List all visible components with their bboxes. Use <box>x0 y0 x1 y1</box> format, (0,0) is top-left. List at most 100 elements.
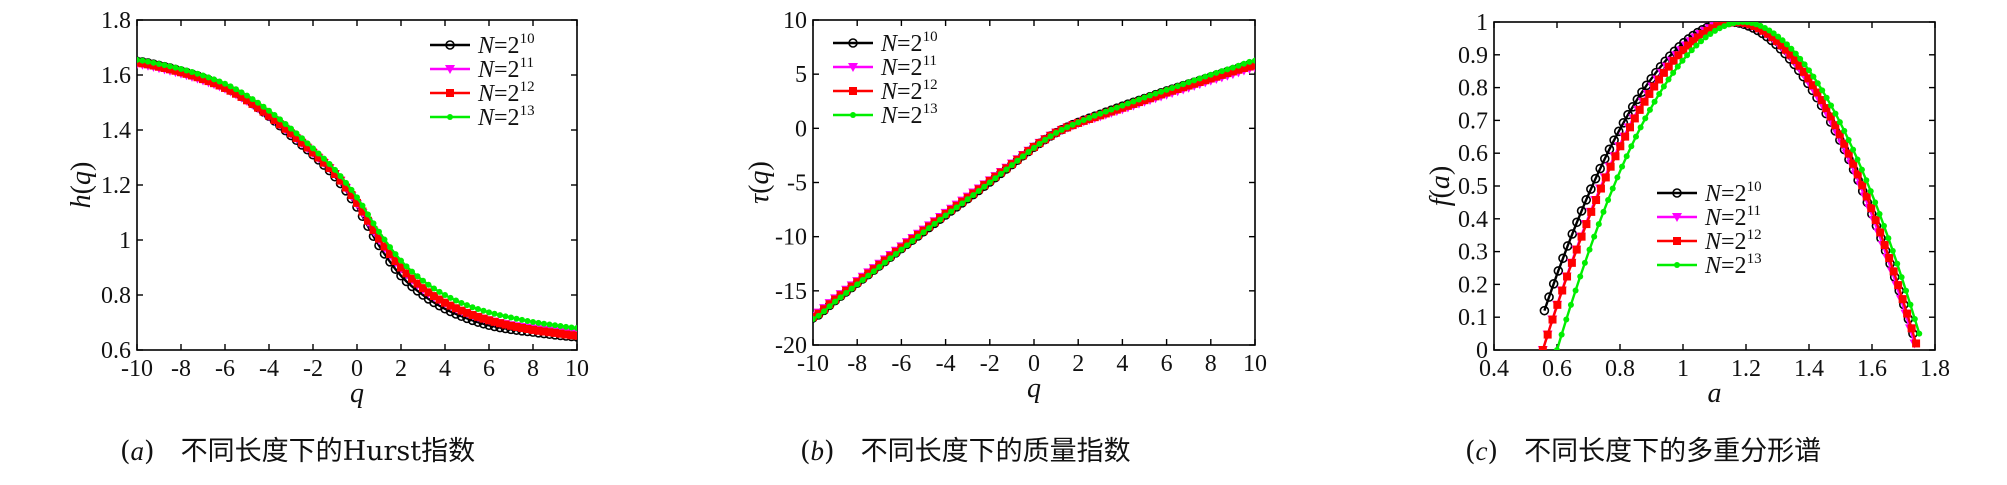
x-tick-label: 8 <box>527 356 539 382</box>
y-tick-label: 0.8 <box>101 283 131 309</box>
data-point-13 <box>535 319 542 326</box>
x-tick-label: -2 <box>303 356 323 382</box>
data-point-13 <box>233 86 239 93</box>
y-tick-label: 1 <box>1476 10 1488 36</box>
y-axis-label-base: h <box>66 194 97 208</box>
data-point-13 <box>848 285 855 292</box>
data-point-12 <box>375 234 383 243</box>
y-tick-label: -10 <box>775 225 807 251</box>
data-point-13 <box>821 308 828 315</box>
data-point-12 <box>1772 36 1781 45</box>
data-point-12 <box>490 317 499 326</box>
data-point-13 <box>552 322 558 329</box>
data-point-13 <box>1761 24 1768 31</box>
series-group <box>813 57 1255 323</box>
data-point-13 <box>139 57 146 64</box>
data-point-10 <box>1581 195 1592 205</box>
data-point-12 <box>1223 69 1232 78</box>
data-point-13 <box>1080 117 1087 124</box>
data-point-12 <box>1195 78 1204 87</box>
legend-label-12: N=212 <box>477 79 535 107</box>
data-point-12 <box>1781 45 1790 54</box>
data-point-13 <box>1572 287 1579 294</box>
data-point-12 <box>1611 152 1620 161</box>
data-point-13 <box>870 268 877 275</box>
data-point-13 <box>970 192 977 199</box>
data-point-10 <box>1572 217 1582 228</box>
data-point-13 <box>1823 94 1830 101</box>
data-point-13 <box>1031 144 1037 151</box>
y-axis-label-arg: q <box>744 170 775 184</box>
data-point-12 <box>331 170 339 178</box>
x-tick-label: 1.4 <box>1794 356 1824 382</box>
data-point-13 <box>997 170 1004 177</box>
data-point-10 <box>1548 279 1559 289</box>
data-point-13 <box>986 179 993 186</box>
data-point-10 <box>1590 173 1601 184</box>
data-point-12 <box>1759 26 1768 35</box>
y-tick-label: 0.9 <box>1458 43 1488 69</box>
data-point-13 <box>563 323 569 330</box>
data-point-13 <box>1836 119 1843 126</box>
legend-exponent: 11 <box>1747 203 1761 219</box>
data-point-12 <box>573 331 577 340</box>
data-point-12 <box>1894 281 1903 290</box>
data-point-12 <box>501 320 510 329</box>
data-point-13 <box>1135 96 1142 103</box>
y-tick-label: -20 <box>775 333 807 359</box>
data-point-12 <box>1688 37 1697 46</box>
y-axis-label-arg: q <box>66 171 97 185</box>
legend-marker-13 <box>1674 262 1680 268</box>
data-point-13 <box>1097 110 1104 117</box>
legend-label-11: N=211 <box>477 55 534 83</box>
data-point-13 <box>244 92 250 99</box>
caption-text: 不同长度下的Hurst指数 <box>181 436 476 467</box>
data-point-13 <box>1213 69 1220 76</box>
data-point-13 <box>1075 119 1082 126</box>
data-point-12 <box>199 75 207 84</box>
data-point-12 <box>1184 81 1193 90</box>
data-point-13 <box>832 298 839 305</box>
data-point-12 <box>419 284 427 293</box>
data-point-13 <box>1637 124 1644 131</box>
data-point-12 <box>1606 162 1615 171</box>
x-tick-label: -6 <box>215 356 235 382</box>
x-tick-label: -8 <box>171 356 191 382</box>
data-point-12 <box>1239 64 1248 73</box>
data-point-13 <box>497 312 503 319</box>
legend-label-10: N=210 <box>880 29 938 57</box>
x-tick-label: -6 <box>891 351 911 377</box>
data-point-10 <box>1576 206 1587 216</box>
data-point-12 <box>303 143 312 152</box>
data-point-13 <box>260 103 267 110</box>
data-point-13 <box>200 72 206 79</box>
data-point-12 <box>545 328 554 337</box>
data-point-13 <box>227 83 234 90</box>
data-point-13 <box>381 236 388 243</box>
data-point-12 <box>342 183 350 192</box>
data-point-12 <box>325 164 334 173</box>
data-point-13 <box>1806 67 1812 74</box>
data-point-13 <box>458 299 465 306</box>
y-tick-label: 1.8 <box>101 8 131 34</box>
x-tick-label: -4 <box>259 356 279 382</box>
legend-label-12: N=212 <box>1704 227 1762 255</box>
data-point-12 <box>243 96 251 105</box>
data-point-12 <box>1813 88 1822 97</box>
data-point-13 <box>1025 148 1032 155</box>
legend-exponent: 10 <box>520 31 535 47</box>
data-point-13 <box>1698 38 1705 45</box>
data-point-13 <box>1688 47 1695 54</box>
data-point-12 <box>391 257 400 266</box>
data-point-12 <box>221 83 229 92</box>
data-point-13 <box>464 302 470 309</box>
data-point-12 <box>1616 142 1625 151</box>
data-point-12 <box>1664 62 1673 71</box>
data-point-10 <box>1567 229 1578 239</box>
panel-caption: (a) 不同长度下的Hurst指数 <box>120 436 475 467</box>
data-point-12 <box>507 321 515 330</box>
legend-exponent: 12 <box>520 79 535 95</box>
chart-panel-c: 0.4 0.6 0.8 1 1.2 1.4 1.6 1.8 0 0.1 0.2 0.3 0.4 0.5 0.… <box>1425 10 1950 467</box>
data-point-12 <box>1768 33 1777 42</box>
data-point-13 <box>1119 102 1126 109</box>
